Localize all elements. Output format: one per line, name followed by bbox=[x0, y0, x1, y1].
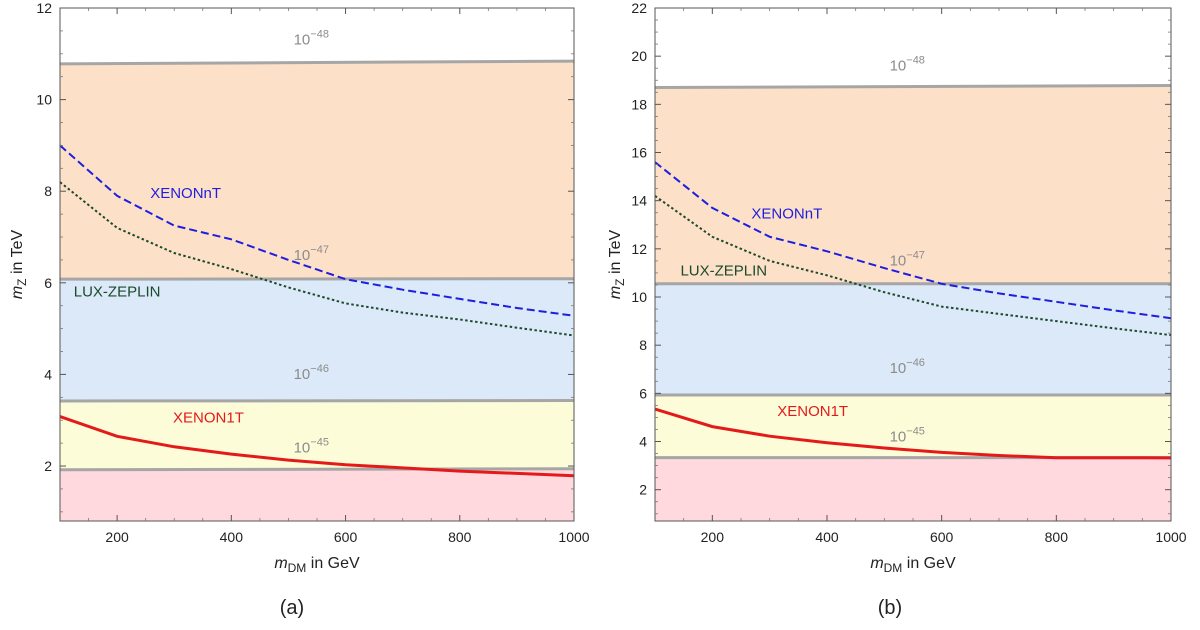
contour-label: 10−47 bbox=[294, 244, 329, 264]
y-axis-label: mZ in TeV bbox=[9, 230, 29, 300]
contour-label: 10−48 bbox=[890, 55, 925, 75]
series-label-lux-zeplin: LUX-ZEPLIN bbox=[74, 284, 161, 301]
cross-section-band bbox=[60, 61, 574, 280]
y-tick-label: 10 bbox=[631, 289, 647, 305]
series-label-xenonnt: XENONnT bbox=[751, 206, 822, 223]
y-tick-label: 2 bbox=[639, 482, 647, 498]
cross-section-contour bbox=[655, 84, 1171, 89]
x-tick-label: 600 bbox=[334, 529, 358, 545]
y-tick-label: 6 bbox=[44, 275, 52, 291]
cross-section-contour bbox=[60, 59, 574, 66]
series-label-xenon1t: XENON1T bbox=[777, 403, 848, 420]
y-tick-label: 20 bbox=[631, 48, 647, 64]
y-tick-label: 12 bbox=[36, 0, 52, 16]
contour-label: 10−46 bbox=[294, 363, 329, 383]
x-tick-label: 1000 bbox=[1155, 529, 1186, 545]
series-line-xenon1t bbox=[60, 415, 574, 478]
cross-section-band bbox=[60, 468, 574, 521]
plot-area bbox=[60, 59, 574, 521]
contour-label: 10−46 bbox=[890, 357, 925, 377]
y-axis-label: mZ in TeV bbox=[607, 230, 627, 300]
x-axis-label: mDM in GeV bbox=[274, 555, 360, 575]
y-tick-label: 6 bbox=[639, 385, 647, 401]
series-label-xenonnt: XENONnT bbox=[150, 185, 221, 202]
series-line-xenon1t bbox=[655, 407, 1171, 460]
x-tick-label: 1000 bbox=[558, 529, 589, 545]
x-tick-label: 400 bbox=[815, 529, 839, 545]
y-tick-label: 4 bbox=[639, 434, 647, 450]
y-tick-label: 4 bbox=[44, 366, 52, 382]
panel-label: (b) bbox=[878, 597, 902, 619]
x-tick-label: 800 bbox=[1045, 529, 1069, 545]
cross-section-band bbox=[655, 283, 1171, 396]
contour-label: 10−45 bbox=[294, 436, 329, 456]
plot-area bbox=[655, 84, 1171, 521]
cross-section-band bbox=[60, 400, 574, 470]
chart-panel-1: 10−45 10−46 10−47 10−48 XENONnT LUX-ZEPLIN XEN… bbox=[607, 0, 1187, 619]
y-tick-label: 14 bbox=[631, 193, 647, 209]
cross-section-band bbox=[655, 457, 1171, 521]
y-tick-label: 16 bbox=[631, 145, 647, 161]
y-tick-label: 18 bbox=[631, 96, 647, 112]
panel-label: (a) bbox=[280, 597, 304, 619]
chart-panel-0: 10−45 10−46 10−47 10−48 XENONnT LUX-ZEPLIN XEN… bbox=[9, 0, 590, 619]
y-tick-label: 12 bbox=[631, 241, 647, 257]
series-line-lux-zeplin bbox=[655, 195, 1171, 337]
x-tick-label: 200 bbox=[105, 529, 129, 545]
y-tick-label: 8 bbox=[639, 337, 647, 353]
x-tick-label: 800 bbox=[448, 529, 472, 545]
x-tick-label: 600 bbox=[930, 529, 954, 545]
series-line-xenonnt bbox=[60, 144, 574, 317]
cross-section-band bbox=[655, 395, 1171, 458]
cross-section-contour bbox=[60, 467, 574, 472]
y-tick-label: 2 bbox=[44, 458, 52, 474]
y-tick-label: 10 bbox=[36, 92, 52, 108]
cross-section-band bbox=[655, 85, 1171, 284]
contour-label: 10−47 bbox=[890, 250, 925, 270]
series-line-xenonnt bbox=[655, 161, 1171, 320]
series-label-lux-zeplin: LUX-ZEPLIN bbox=[680, 262, 767, 279]
y-tick-label: 8 bbox=[44, 183, 52, 199]
y-tick-label: 22 bbox=[631, 0, 647, 16]
contour-label: 10−45 bbox=[890, 426, 925, 446]
cross-section-band bbox=[60, 278, 574, 401]
x-tick-label: 400 bbox=[220, 529, 244, 545]
series-label-xenon1t: XENON1T bbox=[173, 410, 244, 427]
x-axis-label: mDM in GeV bbox=[870, 555, 956, 575]
contour-label: 10−48 bbox=[294, 29, 329, 49]
x-tick-label: 200 bbox=[701, 529, 725, 545]
